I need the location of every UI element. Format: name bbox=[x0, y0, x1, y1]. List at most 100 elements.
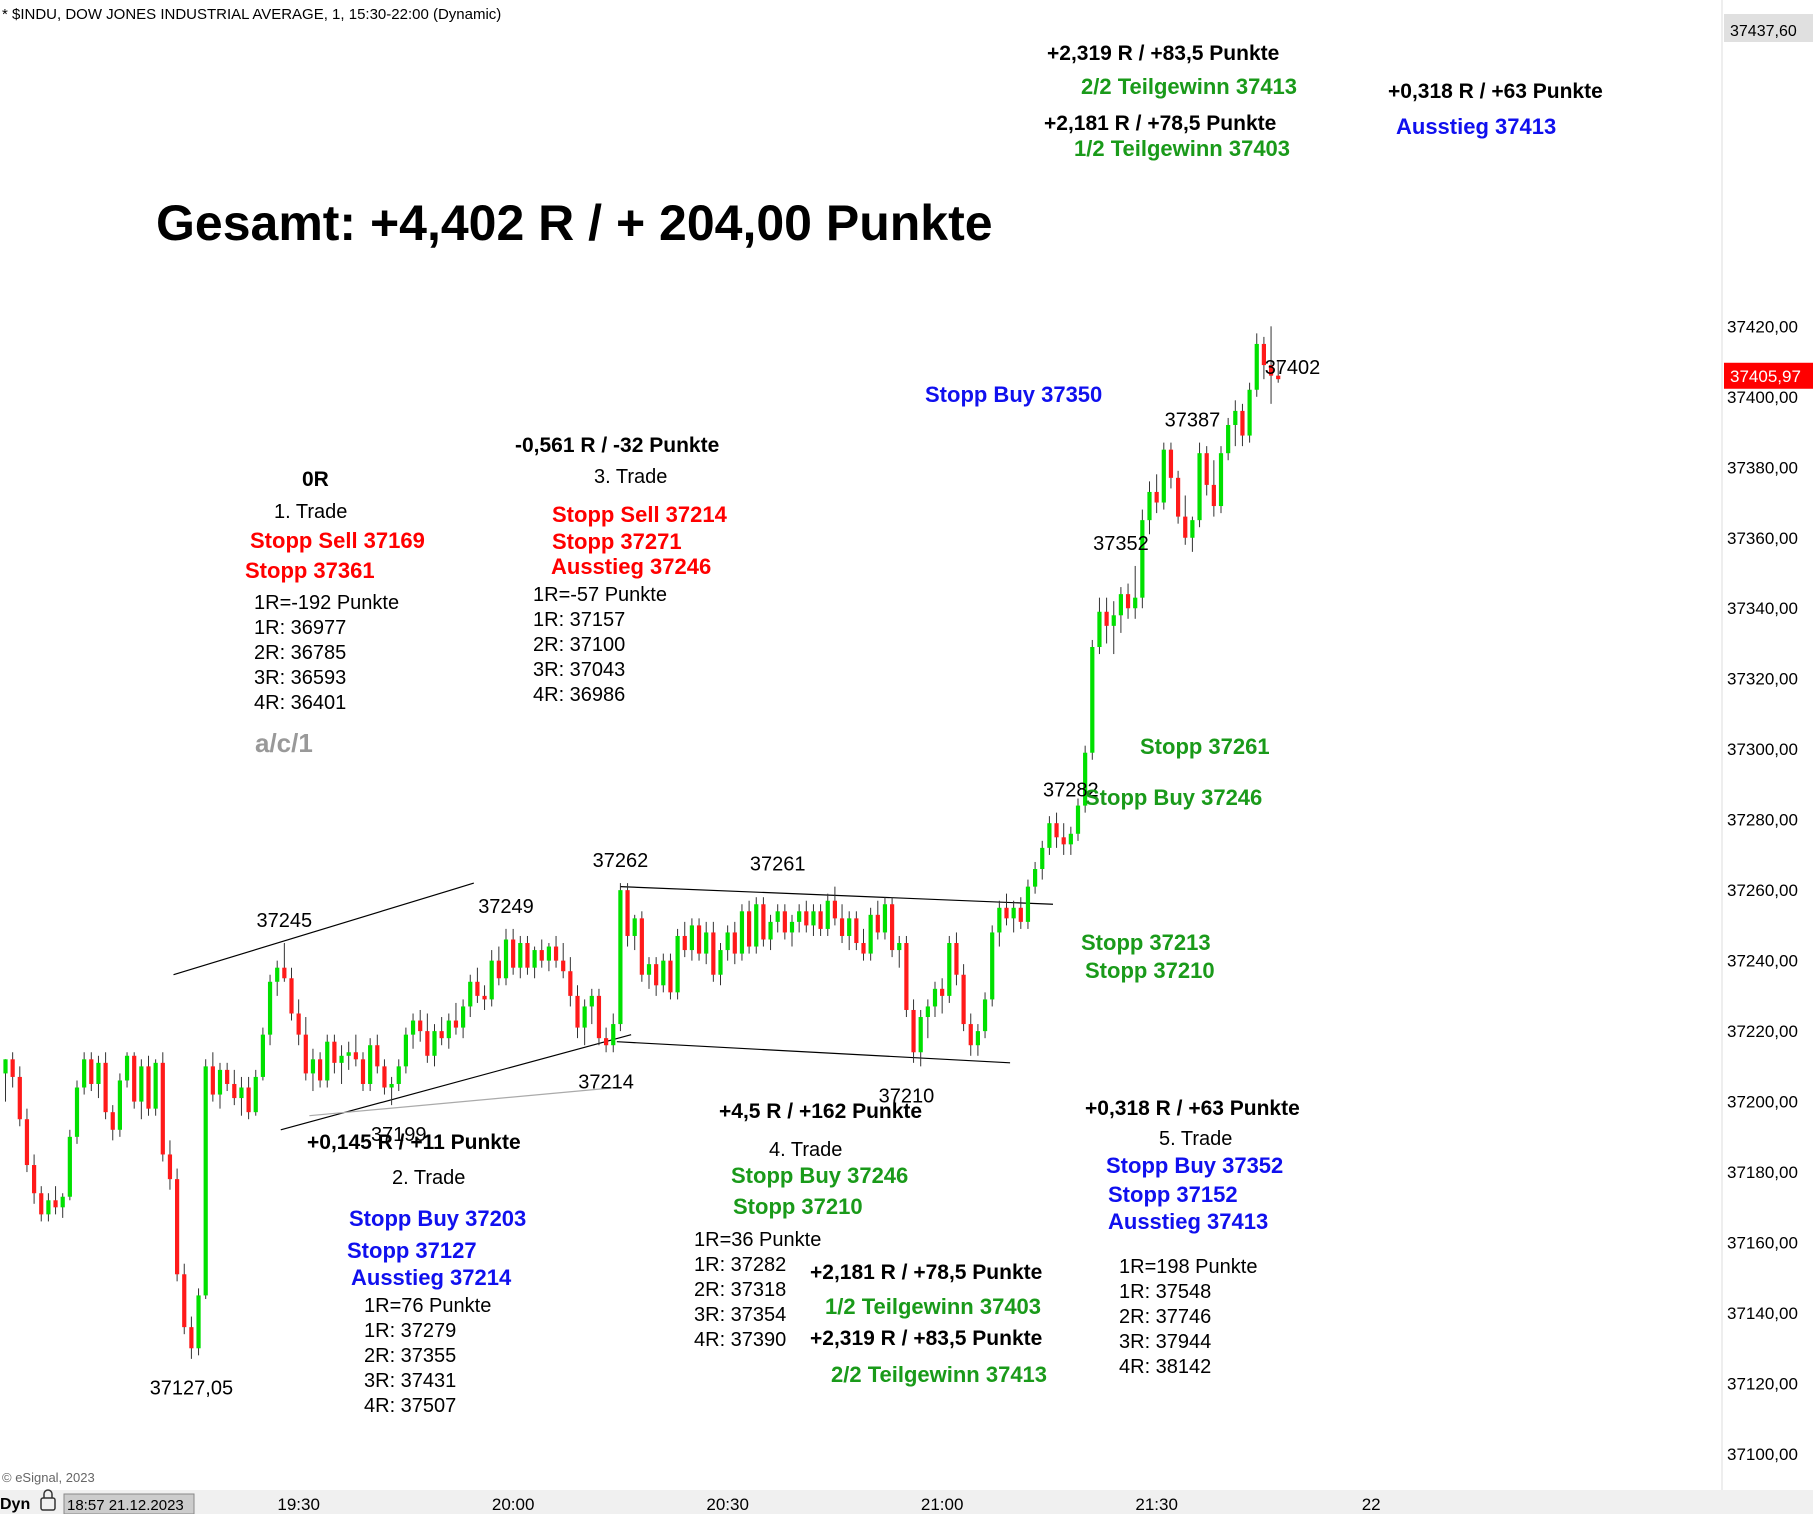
candle bbox=[854, 911, 859, 951]
price-tick-label: 37260,00 bbox=[1727, 881, 1798, 900]
candle-body bbox=[732, 932, 737, 954]
candle-body bbox=[468, 981, 473, 1007]
trade-3-entry: Stopp Sell 37214 bbox=[552, 502, 728, 527]
candle bbox=[67, 1129, 72, 1201]
trade-2-name: 2. Trade bbox=[392, 1167, 465, 1189]
candle bbox=[1061, 823, 1066, 855]
candle-body bbox=[1083, 752, 1088, 806]
candle bbox=[103, 1052, 108, 1120]
candle-body bbox=[132, 1055, 137, 1102]
time-tick-label: 21:30 bbox=[1135, 1495, 1178, 1514]
candle bbox=[146, 1055, 151, 1116]
candle bbox=[596, 988, 602, 1046]
candle-body bbox=[1183, 516, 1188, 538]
candle bbox=[747, 900, 752, 954]
candle-body bbox=[232, 1083, 237, 1099]
candle-body bbox=[503, 939, 509, 979]
candle-body bbox=[882, 904, 888, 933]
candle bbox=[1168, 442, 1174, 489]
candle bbox=[975, 1024, 980, 1056]
price-point-label: 37387 bbox=[1165, 410, 1221, 432]
candle-body bbox=[618, 890, 623, 1025]
date-box bbox=[63, 1493, 195, 1514]
price-tick-label: 37420,00 bbox=[1727, 317, 1798, 336]
price-point-label: 37282 bbox=[1043, 780, 1099, 802]
candle-body bbox=[861, 943, 866, 954]
candle-body bbox=[1018, 907, 1023, 922]
candle bbox=[53, 1186, 58, 1215]
trade-3-level: 1R: 37157 bbox=[533, 609, 625, 631]
candle bbox=[711, 921, 716, 982]
trade-5-level: 1R: 37548 bbox=[1119, 1281, 1211, 1303]
price-tick-label: 37180,00 bbox=[1727, 1163, 1798, 1182]
trend-line bbox=[620, 886, 1053, 905]
candle-body bbox=[360, 1059, 366, 1084]
top-partial2-result: +2,319 R / +83,5 Punkte bbox=[1047, 42, 1279, 65]
candle-body bbox=[890, 904, 895, 951]
price-point-label: 37249 bbox=[478, 896, 534, 918]
candle bbox=[318, 1052, 323, 1088]
candle-body bbox=[1190, 520, 1195, 538]
candle bbox=[1104, 597, 1109, 644]
candle bbox=[396, 1059, 401, 1092]
price-point-label: 37402 bbox=[1265, 357, 1321, 379]
candle bbox=[1133, 565, 1138, 619]
candle bbox=[153, 1059, 158, 1116]
trade-1-annotation: 0R 1. Trade Stopp Sell 37169 Stopp 37361… bbox=[245, 468, 425, 758]
trade-2-exit: Ausstieg 37214 bbox=[351, 1265, 512, 1290]
candle bbox=[225, 1062, 230, 1092]
trade-1-entry: Stopp Sell 37169 bbox=[250, 528, 425, 553]
candle bbox=[911, 999, 916, 1063]
candle-body bbox=[182, 1274, 187, 1328]
candle-body bbox=[911, 1009, 916, 1053]
candle bbox=[811, 904, 816, 936]
date-label: 18:57 21.12.2023 bbox=[67, 1497, 184, 1514]
price-tick-label: 37240,00 bbox=[1727, 952, 1798, 971]
candle-body bbox=[124, 1055, 130, 1081]
candle bbox=[1261, 336, 1266, 380]
candle-body bbox=[475, 981, 480, 996]
candle bbox=[124, 1052, 130, 1088]
candle-body bbox=[940, 988, 945, 996]
candle-body bbox=[575, 995, 580, 1028]
candle-body bbox=[1097, 611, 1102, 648]
candle-body bbox=[847, 918, 852, 936]
candle-body bbox=[868, 914, 873, 954]
candle bbox=[382, 1059, 387, 1095]
lock-icon[interactable] bbox=[40, 1489, 56, 1511]
candle-body bbox=[1197, 453, 1202, 521]
trade-1-result: 0R bbox=[302, 468, 329, 491]
trade-3-exit: Ausstieg 37246 bbox=[551, 554, 711, 579]
candle bbox=[267, 974, 273, 1046]
candle bbox=[239, 1076, 244, 1116]
candle-body bbox=[1211, 484, 1216, 507]
candle bbox=[1118, 587, 1123, 633]
price-tick-label: 37200,00 bbox=[1727, 1093, 1798, 1112]
candle bbox=[96, 1055, 101, 1099]
candle bbox=[832, 886, 837, 926]
candle bbox=[1068, 826, 1073, 855]
trade-3-level: 1R=-57 Punkte bbox=[533, 584, 667, 606]
candle bbox=[1254, 333, 1259, 397]
candle bbox=[982, 992, 988, 1039]
candle-body bbox=[1047, 823, 1052, 848]
candle-body bbox=[1111, 615, 1116, 626]
candle-body bbox=[947, 943, 952, 996]
candle-body bbox=[975, 1031, 980, 1046]
candle bbox=[525, 935, 530, 975]
candle-body bbox=[210, 1066, 215, 1095]
candle-body bbox=[1090, 647, 1095, 753]
price-tick-label: 37400,00 bbox=[1727, 388, 1798, 407]
candle bbox=[618, 883, 623, 1032]
candle-body bbox=[403, 1034, 408, 1067]
trade-3-level: 3R: 37043 bbox=[533, 659, 625, 681]
price-point-label: 37210 bbox=[879, 1085, 935, 1107]
candle-body bbox=[217, 1069, 223, 1095]
time-tick-label: 22 bbox=[1362, 1495, 1381, 1514]
candle bbox=[553, 935, 559, 968]
trend-line bbox=[309, 1086, 617, 1117]
candle-body bbox=[804, 911, 809, 926]
candle-body bbox=[932, 988, 938, 1007]
candle-body bbox=[368, 1045, 373, 1084]
